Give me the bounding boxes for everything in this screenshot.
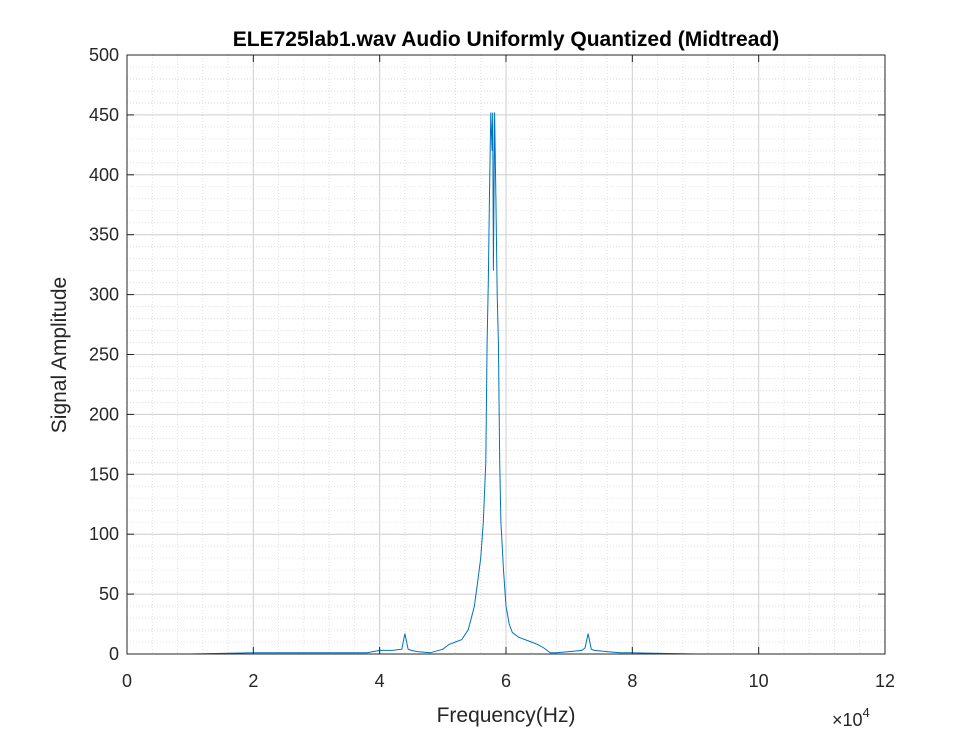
y-tick-label: 400	[89, 165, 119, 185]
x-tick-labels: 0 2 4 6 8 10 12	[122, 671, 895, 691]
y-tick-label: 100	[89, 524, 119, 544]
y-axis-label: Signal Amplitude	[48, 277, 71, 433]
x-exponent-power: 4	[863, 705, 870, 720]
y-tick-label: 200	[89, 404, 119, 424]
x-tick-label: 4	[375, 671, 385, 691]
x-tick-label: 2	[248, 671, 258, 691]
y-tick-label: 250	[89, 345, 119, 365]
y-tick-labels: 0 50 100 150 200 250 300 350 400 450 500	[89, 45, 119, 664]
y-tick-label: 50	[99, 584, 119, 604]
tick-marks	[126, 54, 886, 655]
y-tick-label: 300	[89, 285, 119, 305]
x-tick-label: 10	[749, 671, 769, 691]
chart-title: ELE725lab1.wav Audio Uniformly Quantized…	[233, 28, 779, 51]
x-tick-label: 0	[122, 671, 132, 691]
y-tick-label: 150	[89, 464, 119, 484]
x-axis-label: Frequency(Hz)	[437, 704, 576, 727]
x-exponent-base: ×10	[832, 710, 863, 730]
signal-line	[127, 112, 885, 655]
x-tick-label: 6	[501, 671, 511, 691]
x-axis-exponent: ×104	[832, 705, 870, 730]
y-tick-label: 350	[89, 225, 119, 245]
y-tick-label: 0	[109, 644, 119, 664]
y-tick-label: 500	[89, 45, 119, 65]
x-tick-label: 12	[875, 671, 895, 691]
x-tick-label: 8	[627, 671, 637, 691]
y-tick-label: 450	[89, 105, 119, 125]
